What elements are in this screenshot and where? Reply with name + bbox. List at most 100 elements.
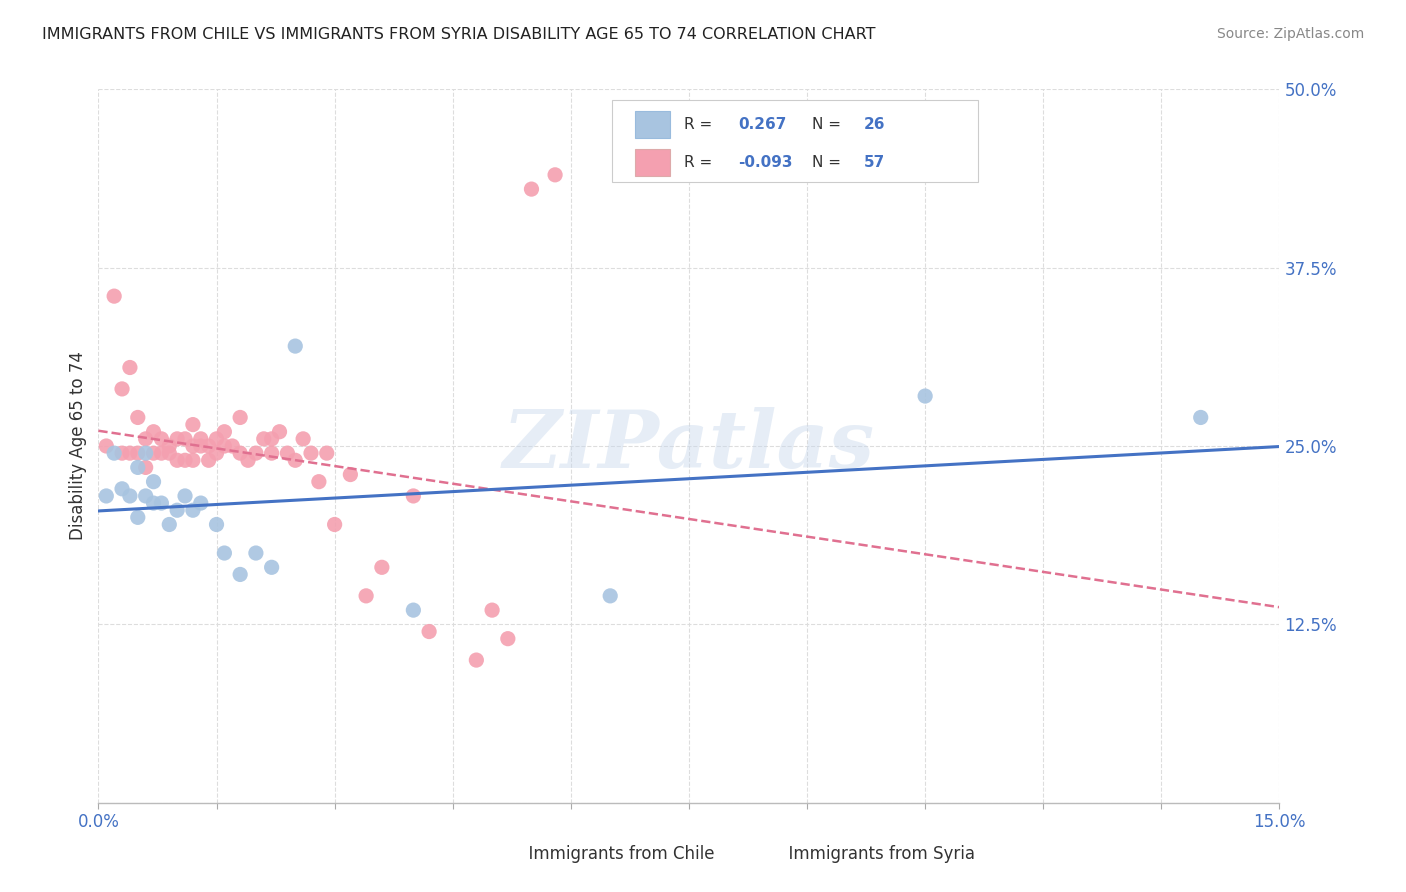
Point bbox=[214, 439, 236, 453]
Point bbox=[465, 653, 488, 667]
Point bbox=[284, 453, 307, 467]
Point bbox=[308, 475, 330, 489]
Text: R =: R = bbox=[685, 117, 717, 132]
Point bbox=[205, 517, 228, 532]
Point bbox=[197, 453, 219, 467]
Point bbox=[118, 360, 141, 375]
Text: -0.093: -0.093 bbox=[738, 155, 793, 170]
Point bbox=[111, 382, 134, 396]
Point bbox=[142, 425, 165, 439]
Point bbox=[181, 453, 204, 467]
Point bbox=[103, 289, 125, 303]
Point bbox=[127, 460, 149, 475]
Point bbox=[214, 425, 236, 439]
Point bbox=[142, 496, 165, 510]
Point bbox=[150, 496, 173, 510]
Point bbox=[599, 589, 621, 603]
Point bbox=[339, 467, 361, 482]
Point bbox=[174, 453, 197, 467]
Text: 57: 57 bbox=[863, 155, 884, 170]
Point bbox=[260, 432, 283, 446]
Text: IMMIGRANTS FROM CHILE VS IMMIGRANTS FROM SYRIA DISABILITY AGE 65 TO 74 CORRELATI: IMMIGRANTS FROM CHILE VS IMMIGRANTS FROM… bbox=[42, 27, 876, 42]
Point bbox=[166, 503, 188, 517]
Point bbox=[150, 446, 173, 460]
Point bbox=[221, 439, 243, 453]
Point bbox=[292, 432, 315, 446]
Text: ZIPatlas: ZIPatlas bbox=[503, 408, 875, 484]
Point bbox=[214, 546, 236, 560]
Point bbox=[118, 489, 141, 503]
FancyBboxPatch shape bbox=[752, 844, 772, 867]
Point bbox=[127, 410, 149, 425]
Point bbox=[181, 439, 204, 453]
Point bbox=[111, 446, 134, 460]
Point bbox=[103, 446, 125, 460]
Point bbox=[229, 410, 252, 425]
Point bbox=[135, 446, 157, 460]
Point bbox=[166, 432, 188, 446]
Text: R =: R = bbox=[685, 155, 717, 170]
Point bbox=[111, 482, 134, 496]
Point bbox=[157, 439, 180, 453]
Text: 26: 26 bbox=[863, 117, 886, 132]
Point bbox=[190, 432, 212, 446]
Text: N =: N = bbox=[811, 155, 845, 170]
Point bbox=[269, 425, 291, 439]
FancyBboxPatch shape bbox=[634, 111, 671, 137]
Point bbox=[135, 460, 157, 475]
FancyBboxPatch shape bbox=[492, 844, 512, 867]
Point bbox=[276, 446, 298, 460]
Point bbox=[190, 496, 212, 510]
Point bbox=[260, 446, 283, 460]
Point bbox=[127, 510, 149, 524]
Point bbox=[174, 432, 197, 446]
Point bbox=[142, 446, 165, 460]
Point bbox=[96, 439, 118, 453]
Text: 0.267: 0.267 bbox=[738, 117, 787, 132]
Point bbox=[197, 439, 219, 453]
Point bbox=[260, 560, 283, 574]
Point bbox=[914, 389, 936, 403]
Point bbox=[245, 446, 267, 460]
Point bbox=[229, 446, 252, 460]
Point bbox=[118, 446, 141, 460]
Point bbox=[245, 546, 267, 560]
Text: Source: ZipAtlas.com: Source: ZipAtlas.com bbox=[1216, 27, 1364, 41]
Point bbox=[236, 453, 259, 467]
Point bbox=[205, 432, 228, 446]
Point bbox=[371, 560, 394, 574]
Point bbox=[205, 446, 228, 460]
Point bbox=[544, 168, 567, 182]
Y-axis label: Disability Age 65 to 74: Disability Age 65 to 74 bbox=[69, 351, 87, 541]
Point bbox=[481, 603, 503, 617]
Point bbox=[142, 475, 165, 489]
Point bbox=[418, 624, 440, 639]
Point bbox=[157, 446, 180, 460]
Point bbox=[150, 432, 173, 446]
Point bbox=[520, 182, 543, 196]
Point bbox=[402, 489, 425, 503]
Point bbox=[181, 417, 204, 432]
Point bbox=[135, 432, 157, 446]
Point bbox=[284, 339, 307, 353]
Point bbox=[1189, 410, 1212, 425]
Point bbox=[135, 489, 157, 503]
FancyBboxPatch shape bbox=[612, 100, 979, 182]
Point bbox=[96, 489, 118, 503]
FancyBboxPatch shape bbox=[634, 149, 671, 177]
Point bbox=[299, 446, 322, 460]
Point bbox=[229, 567, 252, 582]
Point bbox=[190, 439, 212, 453]
Text: Immigrants from Chile: Immigrants from Chile bbox=[517, 846, 714, 863]
Point bbox=[315, 446, 337, 460]
Point bbox=[127, 446, 149, 460]
Point bbox=[253, 432, 276, 446]
Point bbox=[181, 503, 204, 517]
Point bbox=[354, 589, 377, 603]
Point bbox=[174, 489, 197, 503]
Point bbox=[157, 517, 180, 532]
Text: N =: N = bbox=[811, 117, 845, 132]
Text: Immigrants from Syria: Immigrants from Syria bbox=[778, 846, 974, 863]
Point bbox=[402, 603, 425, 617]
Point bbox=[166, 453, 188, 467]
